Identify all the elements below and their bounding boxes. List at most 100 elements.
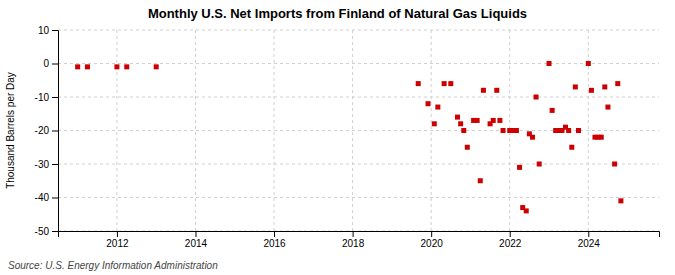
grid-line-y [58,164,659,165]
point [491,118,496,123]
point [458,121,463,126]
point [514,128,519,133]
point [85,64,90,69]
chart: 2012 2014 2016 2018 2020 2022 2024 -50 -40 -30 -20… [0,0,675,275]
point [481,88,486,93]
x-axis: 2012 2014 2016 2018 2020 2022 2024 [59,231,660,249]
x-tick-label: 2022 [499,238,522,249]
point [618,198,623,203]
point [550,108,555,113]
points [75,61,623,213]
point [599,135,604,140]
x-tick-mark [117,231,118,237]
point [501,128,506,133]
y-tick-mark [52,97,58,98]
y-tick: -50 [35,226,58,237]
y-tick: -10 [35,92,58,103]
point [586,61,591,66]
point [465,145,470,150]
y-tick-label: -30 [35,159,50,170]
y-tick-mark [52,30,58,31]
point [537,162,542,167]
y-tick: -20 [35,125,58,136]
x-tick: 2018 [342,231,365,249]
point [432,121,437,126]
point [426,101,431,106]
grid [58,30,659,231]
x-tick-mark [353,231,354,237]
point [497,118,502,123]
x-axis-line [59,232,660,238]
point [455,115,460,120]
point [461,128,466,133]
x-tick-mark [195,231,196,237]
point [612,162,617,167]
point [576,128,581,133]
point [478,178,483,183]
point [448,81,453,86]
y-tick-label: -40 [35,192,50,203]
x-tick: 2016 [263,231,286,249]
y-tick-mark [52,164,58,165]
grid-line-y [58,97,659,98]
x-tick-label: 2016 [263,238,286,249]
point [589,88,594,93]
point [75,64,80,69]
x-tick: 2012 [106,231,129,249]
x-tick: 2014 [185,231,208,249]
point [494,88,499,93]
point [547,61,552,66]
y-tick: -40 [35,192,58,203]
x-tick-label: 2020 [421,238,444,249]
point [534,95,539,100]
y-tick-label: 0 [43,58,49,69]
point [435,105,440,110]
x-tick-mark [431,231,432,237]
point [416,81,421,86]
point [615,81,620,86]
x-tick-label: 2012 [106,238,129,249]
grid-line-y [58,30,659,31]
x-tick-label: 2024 [578,238,601,249]
point [569,145,574,150]
grid-line-x [116,30,117,231]
y-tick: 0 [43,58,58,69]
source-note: Source: U.S. Energy Information Administ… [8,260,218,271]
x-tick-mark [588,231,589,237]
y-axis: -50 -40 -30 -20 -10 0 10 [35,25,59,237]
y-tick-label: -20 [35,125,50,136]
y-axis-line [52,31,59,232]
y-tick-label: -50 [35,226,50,237]
x-tick: 2024 [578,231,601,249]
point [114,64,119,69]
title: Monthly U.S. Net Imports from Finland of… [148,6,527,21]
x-tick-label: 2018 [342,238,365,249]
y-tick-mark [52,231,58,232]
point [524,208,529,213]
x-tick-label: 2014 [185,238,208,249]
x-tick-mark [274,231,275,237]
point [605,105,610,110]
plot: 2012 2014 2016 2018 2020 2022 2024 -50 -40 -30 -20… [35,25,660,249]
point [517,165,522,170]
point [442,81,447,86]
x-tick: 2020 [421,231,444,249]
y-tick-label: 10 [38,25,50,36]
point [573,84,578,89]
grid-line-y [58,63,659,64]
x-tick: 2022 [499,231,522,249]
point [530,135,535,140]
point [124,64,129,69]
grid-line-y [58,197,659,198]
x-tick-mark [510,231,511,237]
y-tick-mark [52,198,58,199]
y-tick: -30 [35,159,58,170]
y-axis-label: Thousand Barrels per Day [5,72,16,189]
point [154,64,159,69]
point [475,118,480,123]
point [602,84,607,89]
point [566,128,571,133]
grid-line-x [195,30,196,231]
y-tick: 10 [38,25,58,36]
y-tick-mark [52,64,58,65]
